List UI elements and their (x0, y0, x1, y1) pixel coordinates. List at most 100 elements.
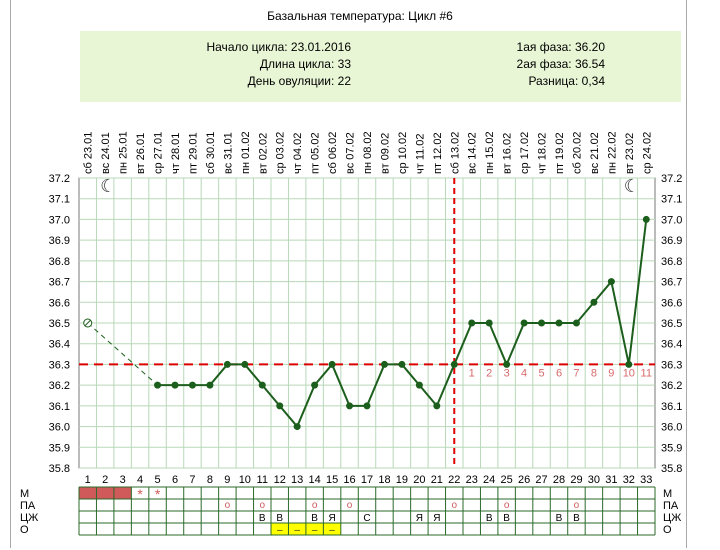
data-point (276, 402, 284, 410)
series-segment (488, 322, 508, 365)
day-number: 30 (588, 474, 600, 486)
menstruation-cell (96, 487, 114, 499)
date-label: вт 26.01 (135, 133, 147, 174)
y-tick-label-right: 36.5 (661, 318, 682, 330)
y-tick-label-left: 36.6 (49, 297, 70, 309)
y-tick-label-left: 37.2 (49, 173, 70, 185)
y-tick-label-left: 35.9 (49, 442, 70, 454)
y-tick-label-right: 37.2 (661, 173, 682, 185)
series-segment (575, 301, 595, 324)
day-number: 14 (309, 474, 321, 486)
chart-title: Базальная температура: Цикл #6 (267, 9, 453, 23)
y-tick-label-right: 36.1 (661, 401, 682, 413)
series-segment (418, 384, 438, 407)
data-point (485, 319, 493, 327)
difference-text: Разница: 0,34 (528, 74, 605, 88)
day-number: 6 (172, 474, 178, 486)
day-number: 29 (570, 474, 582, 486)
date-label: пн 25.01 (118, 131, 130, 174)
y-tick-label-right: 36.6 (661, 297, 682, 309)
series-segment (435, 364, 456, 407)
day-number: 8 (207, 474, 213, 486)
day-number: 26 (518, 474, 530, 486)
data-point (346, 402, 354, 410)
series-segment (593, 280, 613, 303)
day-number: 19 (396, 474, 408, 486)
ovulation-test-mark: – (294, 525, 300, 536)
y-tick-label-right: 37.1 (661, 194, 682, 206)
cervical-mark: В (573, 513, 580, 524)
data-point (380, 360, 388, 368)
date-label: ср 10.02 (397, 132, 409, 174)
post-ovulation-day-label: 7 (573, 367, 579, 379)
date-label: пт 12.02 (432, 132, 444, 174)
date-label: вс 21.02 (589, 132, 601, 174)
date-label: пн 08.02 (362, 131, 374, 174)
data-point (572, 319, 580, 327)
date-label: ср 27.01 (153, 132, 165, 174)
ovulation-test-cell (288, 523, 306, 535)
y-tick-label-right: 35.9 (661, 442, 682, 454)
phase2-text: 2ая фаза: 36.54 (516, 57, 605, 71)
data-point (311, 381, 319, 389)
row-label-right: О (663, 524, 672, 536)
date-label: чт 04.02 (292, 133, 304, 174)
data-point (223, 360, 231, 368)
post-ovulation-day-label: 4 (521, 367, 527, 379)
y-tick-label-left: 37.1 (49, 194, 70, 206)
date-label: пт 19.02 (554, 132, 566, 174)
cervical-mark: В (556, 513, 563, 524)
day-number: 21 (431, 474, 443, 486)
date-label: пт 05.02 (310, 132, 322, 174)
cervical-mark: Я (433, 513, 440, 524)
ovulation-test-cell (271, 523, 289, 535)
data-point (468, 319, 476, 327)
date-label: вс 14.02 (467, 132, 479, 174)
data-point (398, 360, 406, 368)
cervical-mark: В (486, 513, 493, 524)
date-label: вс 31.01 (222, 132, 234, 174)
post-ovulation-day-label: 9 (608, 367, 614, 379)
day-number: 3 (120, 474, 126, 486)
cycle-info-panel: Начало цикла: 23.01.2016 Длина цикла: 33… (80, 31, 681, 102)
row-label-right: ПА (663, 500, 679, 512)
date-label: вт 23.02 (624, 133, 636, 174)
cervical-mark: В (311, 513, 318, 524)
row-label-left: ПА (20, 500, 36, 512)
menstruation-star: * (155, 486, 161, 502)
y-tick-label-right: 36.9 (661, 235, 682, 247)
date-label: вс 24.01 (100, 132, 112, 174)
day-number: 33 (640, 474, 652, 486)
ovulation-test-cell (305, 523, 324, 535)
y-tick-label-left: 36.2 (49, 380, 70, 392)
data-point (538, 319, 546, 327)
date-label: пн 22.02 (606, 131, 618, 174)
date-label: вт 02.02 (257, 133, 269, 174)
date-label: пн 15.02 (484, 131, 496, 174)
day-number: 12 (274, 474, 286, 486)
data-point (590, 298, 598, 306)
series-segment (401, 363, 421, 386)
y-tick-label-right: 36.2 (661, 380, 682, 392)
y-tick-label-left: 36.5 (49, 318, 70, 330)
post-ovulation-day-label: 11 (641, 367, 652, 379)
row-label-left: О (20, 524, 29, 536)
series-segment (627, 219, 648, 365)
data-point (607, 278, 615, 286)
y-tick-label-left: 36.0 (49, 422, 70, 434)
menstruation-cell (113, 487, 132, 499)
row-label-right: М (663, 488, 672, 500)
pa-mark: o (451, 500, 457, 511)
y-tick-label-left: 36.8 (49, 256, 70, 268)
date-label: вт 16.02 (502, 133, 514, 174)
cervical-mark: В (276, 513, 283, 524)
menstruation-cell (79, 487, 97, 499)
row-label-left: ЦЖ (20, 512, 38, 524)
ovulation-test-cell (323, 523, 341, 535)
day-number: 4 (137, 474, 143, 486)
moon-icon: ☾ (624, 176, 640, 196)
series-segment (505, 322, 526, 365)
y-tick-label-left: 36.7 (49, 277, 70, 289)
